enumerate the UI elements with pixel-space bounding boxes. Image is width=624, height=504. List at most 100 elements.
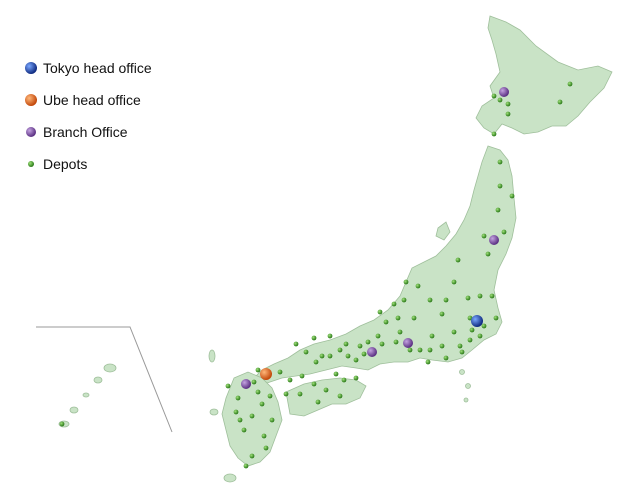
okinawa-inset-frame: [36, 326, 173, 433]
depot-marker: [59, 421, 65, 427]
depot-marker: [493, 315, 499, 321]
depot-marker: [267, 393, 273, 399]
depot-marker: [505, 101, 511, 107]
okinawa-island: [69, 406, 79, 414]
depot-marker: [451, 279, 457, 285]
ube-head-office-marker: [260, 368, 272, 380]
legend-item-tokyo-head-office: Tokyo head office: [24, 60, 152, 76]
branch-office-marker: [367, 347, 377, 357]
depot-marker: [283, 391, 289, 397]
depot-marker: [467, 315, 473, 321]
depot-marker: [401, 297, 407, 303]
depot-marker: [415, 283, 421, 289]
depot-marker: [313, 359, 319, 365]
depot-marker: [251, 379, 257, 385]
depot-marker: [391, 301, 397, 307]
blue-sphere-icon: [24, 61, 38, 75]
depot-marker: [443, 355, 449, 361]
depot-marker: [477, 293, 483, 299]
depot-marker: [225, 383, 231, 389]
depot-marker: [395, 315, 401, 321]
okinawa-island: [93, 376, 103, 384]
depot-marker: [237, 417, 243, 423]
izu-island: [463, 397, 469, 403]
tokyo-head-office-marker: [471, 315, 483, 327]
depot-marker: [323, 387, 329, 393]
depot-marker: [397, 329, 403, 335]
depot-marker: [293, 341, 299, 347]
depot-marker: [481, 323, 487, 329]
orange-sphere-icon: [24, 93, 38, 107]
legend-label: Ube head office: [43, 92, 141, 108]
depot-marker: [299, 373, 305, 379]
depot-marker: [319, 353, 325, 359]
depot-marker: [489, 293, 495, 299]
depot-marker: [361, 351, 367, 357]
okinawa-island: [103, 363, 117, 373]
depot-marker: [249, 453, 255, 459]
depot-marker: [311, 381, 317, 387]
depot-marker: [375, 333, 381, 339]
depot-marker: [557, 99, 563, 105]
depot-marker: [379, 341, 385, 347]
depot-marker: [469, 327, 475, 333]
shikoku-island: [285, 377, 367, 417]
depot-marker: [439, 311, 445, 317]
depot-marker: [353, 357, 359, 363]
depot-marker: [439, 343, 445, 349]
branch-office-marker: [489, 235, 499, 245]
depot-marker: [255, 389, 261, 395]
legend-label: Depots: [43, 156, 88, 172]
depot-marker: [383, 319, 389, 325]
depot-marker: [235, 395, 241, 401]
sado-island: [435, 221, 451, 241]
depot-marker: [443, 297, 449, 303]
depot-marker: [457, 343, 463, 349]
depot-marker: [259, 401, 265, 407]
izu-island: [459, 369, 465, 375]
depot-marker: [341, 377, 347, 383]
depot-marker: [481, 233, 487, 239]
depot-marker: [427, 297, 433, 303]
legend-label: Tokyo head office: [43, 60, 152, 76]
legend-item-branch-office: Branch Office: [24, 124, 152, 140]
depot-marker: [337, 347, 343, 353]
hokkaido-island: [475, 15, 613, 135]
honshu-island: [253, 145, 517, 387]
depot-marker: [269, 417, 275, 423]
depot-marker: [287, 377, 293, 383]
depot-marker: [327, 333, 333, 339]
depot-marker: [567, 81, 573, 87]
depot-marker: [377, 309, 383, 315]
depot-marker: [333, 371, 339, 377]
depot-marker: [327, 353, 333, 359]
purple-sphere-icon: [24, 125, 38, 139]
depot-marker: [451, 329, 457, 335]
depot-marker: [303, 349, 309, 355]
depot-marker: [497, 183, 503, 189]
depot-marker: [249, 413, 255, 419]
depot-marker: [465, 295, 471, 301]
depot-marker: [315, 399, 321, 405]
depot-marker: [501, 229, 507, 235]
depot-marker: [343, 341, 349, 347]
goto-island: [209, 408, 219, 416]
depot-marker: [491, 93, 497, 99]
depot-marker: [429, 333, 435, 339]
depot-marker: [505, 111, 511, 117]
branch-office-marker: [403, 338, 413, 348]
amakusa-island: [223, 473, 237, 483]
depot-markers: [59, 81, 573, 469]
depot-marker: [255, 367, 261, 373]
depot-marker: [459, 349, 465, 355]
depot-marker: [393, 339, 399, 345]
depot-marker: [261, 433, 267, 439]
izu-island: [465, 383, 471, 389]
depot-marker: [485, 251, 491, 257]
depot-marker: [491, 131, 497, 137]
depot-marker: [477, 333, 483, 339]
depot-marker: [495, 207, 501, 213]
depot-marker: [425, 359, 431, 365]
depot-marker: [509, 193, 515, 199]
